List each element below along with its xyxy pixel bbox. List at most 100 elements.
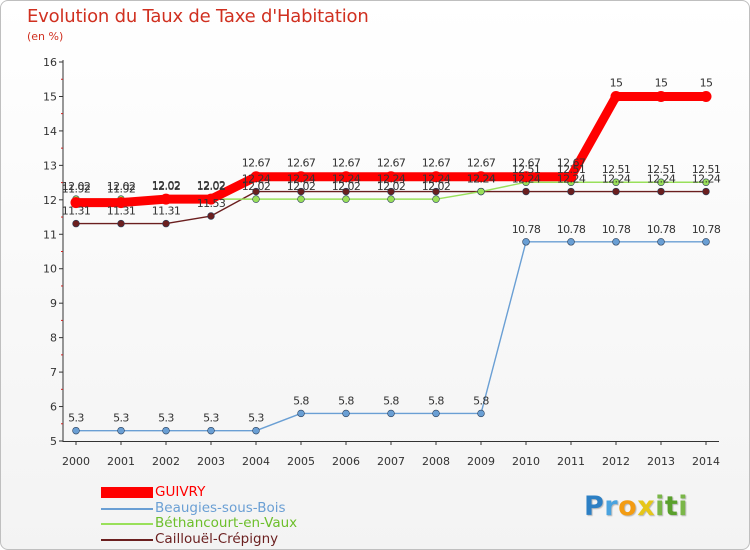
point-caillouel-crepigny-2012 (612, 187, 620, 196)
data-label-caillouel-crepigny-2004: 12.24 (242, 173, 271, 186)
chart-title: Evolution du Taux de Taxe d'Habitation (27, 6, 369, 27)
data-label-guivry-2007: 12.67 (377, 157, 406, 170)
point-guivry-2004 (250, 171, 262, 183)
point-beaugies-sous-bois-2006 (342, 409, 350, 418)
data-label-beaugies-sous-bois-2001: 5.3 (113, 412, 129, 425)
series-layer (70, 90, 712, 435)
data-label-caillouel-crepigny-2006: 12.24 (332, 173, 361, 186)
series-caillouel-crepigny (72, 187, 710, 228)
point-beaugies-sous-bois-2000 (72, 426, 80, 435)
data-label-bethancourt-en-vaux-2005: 12.02 (287, 180, 316, 193)
data-label-caillouel-crepigny-2005: 12.24 (287, 173, 316, 186)
y-tick-label-12: 12 (43, 194, 57, 207)
point-guivry-2014 (700, 90, 712, 102)
point-beaugies-sous-bois-2011 (567, 238, 575, 246)
logo-letter: o (618, 491, 638, 522)
proxiti-logo: Proxiti (584, 491, 688, 522)
data-label-caillouel-crepigny-2009: 12.24 (467, 173, 496, 186)
data-label-caillouel-crepigny-2013: 12.24 (647, 173, 676, 186)
point-beaugies-sous-bois-2009 (477, 409, 485, 418)
data-label-beaugies-sous-bois-2013: 10.78 (647, 223, 676, 236)
point-bethancourt-en-vaux-2006 (342, 195, 350, 203)
data-label-bethancourt-en-vaux-2001: 12.02 (107, 180, 136, 193)
x-tick-label-2011: 2011 (557, 455, 585, 468)
point-guivry-2003 (205, 193, 217, 205)
data-label-guivry-2004: 12.67 (242, 157, 271, 170)
legend-swatch-beaugies-sous-bois (101, 507, 153, 510)
data-label-guivry-2000: 11.92 (62, 183, 91, 196)
data-label-guivry-2012: 15 (610, 76, 623, 89)
x-tick-label-2008: 2008 (422, 455, 450, 468)
x-tick-label-2010: 2010 (512, 455, 540, 468)
chart-axes: 5 6 7 8 9 10 11 12 13 14 15 16 2000 2001 2002 2003 2004 2… (43, 56, 720, 468)
point-beaugies-sous-bois-2004 (252, 426, 260, 435)
data-label-guivry-2014: 15 (700, 76, 713, 89)
y-tick-label-14: 14 (43, 125, 57, 138)
data-label-caillouel-crepigny-2008: 12.24 (422, 173, 451, 186)
y-tick-label-11: 11 (43, 228, 57, 241)
data-label-beaugies-sous-bois-2010: 10.78 (512, 223, 541, 236)
data-label-beaugies-sous-bois-2004: 5.3 (248, 412, 264, 425)
data-label-guivry-2010: 12.67 (512, 157, 541, 170)
point-caillouel-crepigny-2001 (117, 219, 125, 228)
y-tick-label-13: 13 (43, 159, 57, 172)
data-label-beaugies-sous-bois-2003: 5.3 (203, 412, 219, 425)
data-label-bethancourt-en-vaux-2002: 12.02 (152, 180, 181, 193)
point-beaugies-sous-bois-2014 (702, 238, 710, 246)
data-label-beaugies-sous-bois-2007: 5.8 (383, 394, 399, 407)
data-label-caillouel-crepigny-2000: 11.31 (62, 205, 91, 218)
point-guivry-2005 (295, 171, 307, 183)
point-bethancourt-en-vaux-2012 (612, 178, 620, 186)
point-bethancourt-en-vaux-2007 (387, 195, 395, 203)
point-caillouel-crepigny-2004 (252, 187, 260, 196)
data-label-guivry-2011: 12.67 (557, 157, 586, 170)
point-caillouel-crepigny-2008 (432, 187, 440, 196)
y-tick-label-5: 5 (50, 435, 57, 448)
data-label-caillouel-crepigny-2002: 11.31 (152, 205, 181, 218)
x-tick-label-2003: 2003 (197, 455, 225, 468)
point-guivry-2002 (160, 193, 172, 205)
point-caillouel-crepigny-2010 (522, 187, 530, 196)
point-caillouel-crepigny-2014 (702, 187, 710, 196)
data-label-guivry-2003: 12.02 (197, 179, 226, 192)
data-label-beaugies-sous-bois-2008: 5.8 (428, 394, 444, 407)
data-label-bethancourt-en-vaux-2013: 12.51 (647, 163, 676, 176)
x-tick-label-2009: 2009 (467, 455, 495, 468)
legend-label-bethancourt-en-vaux: Béthancourt-en-Vaux (155, 515, 298, 531)
point-caillouel-crepigny-2007 (387, 187, 395, 196)
data-label-bethancourt-en-vaux-2008: 12.02 (422, 180, 451, 193)
data-label-bethancourt-en-vaux-2009: 12.24 (467, 173, 496, 186)
point-guivry-2012 (610, 90, 622, 102)
series-guivry (70, 90, 712, 209)
data-label-caillouel-crepigny-2001: 11.31 (107, 205, 136, 218)
point-bethancourt-en-vaux-2009 (477, 187, 485, 196)
data-label-beaugies-sous-bois-2012: 10.78 (602, 223, 631, 236)
point-caillouel-crepigny-2005 (297, 187, 305, 196)
point-beaugies-sous-bois-2002 (162, 426, 170, 435)
data-label-caillouel-crepigny-2003: 11.53 (197, 197, 226, 210)
x-tick-label-2000: 2000 (62, 455, 90, 468)
data-label-caillouel-crepigny-2010: 12.24 (512, 173, 541, 186)
data-label-guivry-2008: 12.67 (422, 157, 451, 170)
data-label-bethancourt-en-vaux-2004: 12.02 (242, 180, 271, 193)
point-guivry-2006 (340, 171, 352, 183)
logo-letter: i (655, 491, 665, 522)
data-label-bethancourt-en-vaux-2007: 12.02 (377, 180, 406, 193)
logo-letter: r (604, 491, 619, 522)
point-beaugies-sous-bois-2003 (207, 426, 215, 435)
point-bethancourt-en-vaux-2004 (252, 195, 260, 203)
point-beaugies-sous-bois-2008 (432, 409, 440, 418)
point-caillouel-crepigny-2003 (207, 212, 215, 220)
data-label-bethancourt-en-vaux-2000: 12.02 (62, 180, 91, 193)
x-tick-label-2007: 2007 (377, 455, 405, 468)
data-label-beaugies-sous-bois-2009: 5.8 (473, 394, 489, 407)
y-tick-label-15: 15 (43, 90, 57, 103)
data-label-bethancourt-en-vaux-2006: 12.02 (332, 180, 361, 193)
data-label-bethancourt-en-vaux-2011: 12.51 (557, 163, 586, 176)
logo-letter: x (637, 491, 656, 522)
data-label-beaugies-sous-bois-2011: 10.78 (557, 223, 586, 236)
data-label-caillouel-crepigny-2011: 12.24 (557, 173, 586, 186)
legend-label-guivry: GUIVRY (155, 484, 206, 500)
data-label-guivry-2005: 12.67 (287, 157, 316, 170)
point-caillouel-crepigny-2000 (72, 219, 80, 228)
